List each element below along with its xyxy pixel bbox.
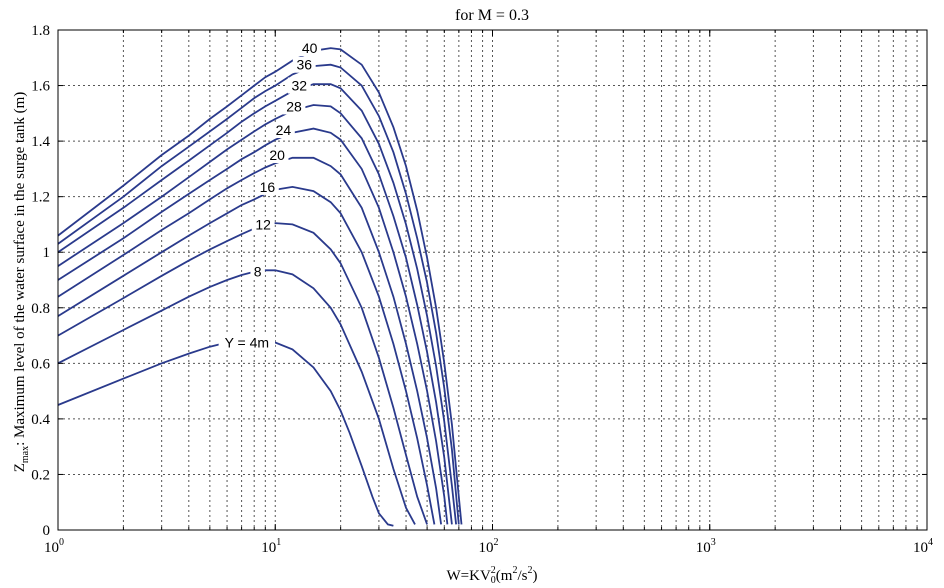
curve-label-y-4m: Y = 4m [225, 335, 270, 351]
curve-label-32: 32 [291, 78, 307, 94]
curve-y-4m [57, 339, 394, 527]
y-tick-label: 1.6 [31, 79, 50, 95]
curve-label-16: 16 [260, 179, 276, 195]
curve-label-bg [271, 122, 295, 138]
grid [58, 30, 927, 530]
y-tick-label: 0 [43, 523, 51, 539]
curve-label-bg [292, 56, 316, 73]
y-axis-label: Zmax: Maximum level of the water surface… [12, 92, 31, 473]
x-axis-label: W=KV2 0(m2/s2) [447, 565, 538, 586]
y-tick-label: 0.6 [31, 356, 50, 372]
curve-label-8: 8 [254, 264, 262, 280]
curve-24 [57, 127, 449, 525]
curve-label-12: 12 [255, 216, 271, 232]
y-tick-label: 0.8 [31, 301, 50, 317]
y-tick-label: 1.8 [31, 23, 50, 39]
curve-label-bg [298, 40, 322, 57]
curve-label-bg [250, 263, 265, 280]
curves [57, 47, 463, 527]
x-tick-label: 102 [479, 537, 499, 556]
y-tick-label: 0.2 [31, 467, 50, 483]
curve-label-bg [287, 77, 311, 94]
curve-12 [57, 222, 428, 525]
curve-label-bg [218, 334, 276, 351]
curve-32 [57, 83, 457, 525]
curve-28 [57, 104, 453, 525]
curve-16 [57, 185, 436, 525]
curve-20 [57, 156, 442, 525]
curve-40 [57, 47, 463, 525]
chart-title: for M = 0.3 [455, 7, 529, 24]
curve-label-24: 24 [276, 122, 292, 138]
curve-label-bg [282, 98, 306, 115]
x-tick-label: 101 [261, 537, 281, 556]
curve-label-40: 40 [302, 40, 318, 56]
x-tick-label: 104 [913, 537, 933, 556]
curve-label-20: 20 [269, 147, 285, 163]
y-tick-label: 1.4 [31, 134, 50, 150]
curve-label-bg [251, 216, 275, 233]
curve-label-bg [255, 178, 279, 195]
curve-8 [57, 269, 416, 525]
curve-label-bg [265, 147, 289, 163]
x-tick-label: 103 [696, 537, 716, 556]
x-tick-label: 100 [44, 537, 64, 556]
y-tick-label: 1 [43, 245, 51, 261]
curve-label-28: 28 [286, 98, 302, 114]
ticks: 0 0.2 0.4 0.6 0.8 1 1.2 1.4 1.6 1.8 100 101 102 103 10… [31, 23, 933, 556]
y-tick-label: 0.4 [31, 412, 50, 428]
y-tick-label: 1.2 [31, 190, 50, 206]
curve-36 [57, 63, 460, 525]
curve-label-36: 36 [296, 57, 312, 73]
